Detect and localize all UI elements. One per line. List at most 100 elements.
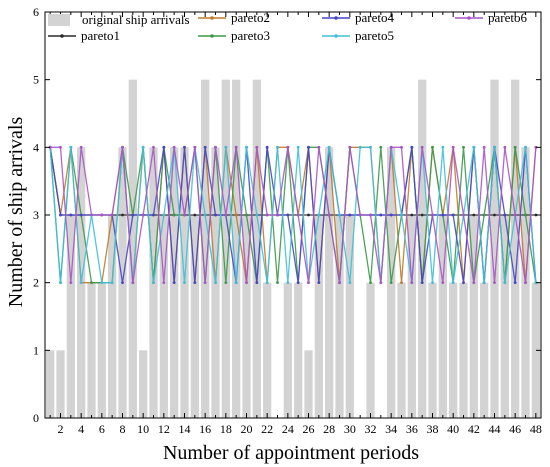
x-tick-label-12: 12	[158, 422, 170, 436]
point-pareto5-32	[369, 145, 372, 149]
point-pareto6-24	[286, 145, 290, 149]
bar-original-43	[480, 282, 489, 418]
point-pareto3-5	[90, 281, 93, 285]
point-pareto3-43	[482, 213, 486, 217]
point-pareto6-45	[503, 145, 507, 149]
point-pareto6-8	[121, 145, 124, 149]
point-pareto4-3	[69, 213, 73, 217]
point-pareto5-12	[162, 213, 166, 217]
point-pareto4-26	[307, 145, 310, 149]
bar-original-46	[511, 79, 520, 419]
point-pareto5-23	[276, 145, 279, 149]
point-pareto6-2	[59, 145, 62, 149]
point-pareto6-4	[79, 145, 83, 149]
point-pareto6-38	[431, 213, 434, 217]
bar-original-9	[128, 79, 137, 419]
x-tick-label-22: 22	[261, 422, 273, 436]
point-pareto3-23	[276, 281, 279, 285]
legend-label-pareto1: pareto1	[81, 28, 120, 43]
point-pareto5-14	[183, 281, 186, 285]
legend-label-pareto2: pareto2	[231, 10, 270, 25]
point-pareto6-37	[420, 145, 424, 149]
point-pareto6-34	[389, 145, 393, 149]
legend-swatch-original	[48, 14, 70, 26]
bar-original-1	[46, 350, 55, 418]
legend-marker-pareto1	[60, 34, 64, 38]
legend-marker-pareto3	[210, 34, 214, 38]
x-tick-label-2: 2	[58, 422, 64, 436]
point-pareto4-46	[513, 281, 517, 285]
bar-original-41	[459, 282, 468, 418]
legend-label-pareto4: pareto4	[355, 10, 394, 25]
x-tick-label-18: 18	[220, 422, 232, 436]
point-pareto4-16	[203, 145, 207, 149]
bar-original-20	[242, 215, 251, 418]
point-pareto5-28	[327, 145, 331, 149]
point-pareto5-10	[141, 145, 145, 149]
point-pareto4-15	[193, 281, 197, 285]
point-pareto5-43	[482, 281, 486, 285]
point-pareto5-22	[265, 281, 269, 285]
y-tick-label-3: 3	[33, 208, 39, 222]
y-tick-label-0: 0	[33, 411, 39, 425]
point-pareto5-20	[245, 145, 248, 149]
point-pareto3-38	[431, 145, 434, 149]
point-pareto5-47	[524, 145, 527, 149]
point-pareto6-14	[183, 213, 186, 217]
lines-layer	[48, 145, 538, 285]
point-pareto6-13	[172, 145, 176, 149]
point-pareto6-29	[338, 281, 341, 285]
bar-original-30	[345, 215, 354, 418]
point-pareto6-21	[255, 145, 259, 149]
point-pareto5-25	[296, 145, 300, 149]
bar-original-10	[139, 350, 148, 418]
x-tick-label-30: 30	[344, 422, 356, 436]
point-pareto4-2	[59, 213, 62, 217]
point-pareto6-28	[327, 213, 331, 217]
point-pareto6-41	[462, 213, 465, 217]
point-pareto6-12	[162, 281, 166, 285]
bar-original-12	[159, 215, 168, 418]
point-pareto5-35	[400, 213, 403, 217]
point-pareto4-45	[503, 213, 507, 217]
point-pareto5-44	[493, 145, 496, 149]
y-tick-label-4: 4	[33, 140, 39, 154]
x-tick-label-20: 20	[241, 422, 253, 436]
point-pareto4-40	[451, 213, 455, 217]
point-pareto4-41	[462, 281, 465, 285]
x-tick-label-46: 46	[509, 422, 521, 436]
x-tick-label-8: 8	[120, 422, 126, 436]
legend-label-original: original ship arrivals	[82, 12, 190, 27]
point-pareto6-23	[276, 213, 279, 217]
point-pareto6-31	[358, 213, 362, 217]
point-pareto4-30	[348, 213, 352, 217]
point-pareto3-33	[379, 145, 383, 149]
point-pareto4-12	[162, 145, 166, 149]
point-pareto6-33	[379, 281, 383, 285]
point-pareto5-30	[348, 281, 352, 285]
bar-original-27	[314, 215, 323, 418]
x-tick-label-38: 38	[427, 422, 439, 436]
point-pareto4-9	[131, 213, 135, 217]
point-pareto5-24	[286, 281, 290, 285]
bar-original-2	[56, 350, 65, 418]
point-pareto5-48	[534, 281, 538, 285]
point-pareto4-25	[296, 281, 300, 285]
point-pareto4-37	[420, 281, 424, 285]
point-pareto4-8	[121, 281, 124, 285]
bar-original-26	[304, 350, 313, 418]
point-pareto5-40	[451, 281, 455, 285]
point-pareto6-43	[482, 145, 486, 149]
point-pareto6-25	[296, 213, 300, 217]
point-pareto5-29	[338, 213, 341, 217]
point-pareto4-11	[152, 213, 155, 217]
legend-label-pareto3: pareto3	[231, 28, 270, 43]
point-pareto1-8	[121, 213, 124, 217]
point-pareto3-20	[245, 213, 248, 217]
x-tick-label-40: 40	[447, 422, 459, 436]
point-pareto6-15	[193, 145, 197, 149]
point-pareto6-6	[100, 213, 104, 217]
bar-original-24	[283, 282, 292, 418]
point-pareto6-46	[513, 213, 517, 217]
